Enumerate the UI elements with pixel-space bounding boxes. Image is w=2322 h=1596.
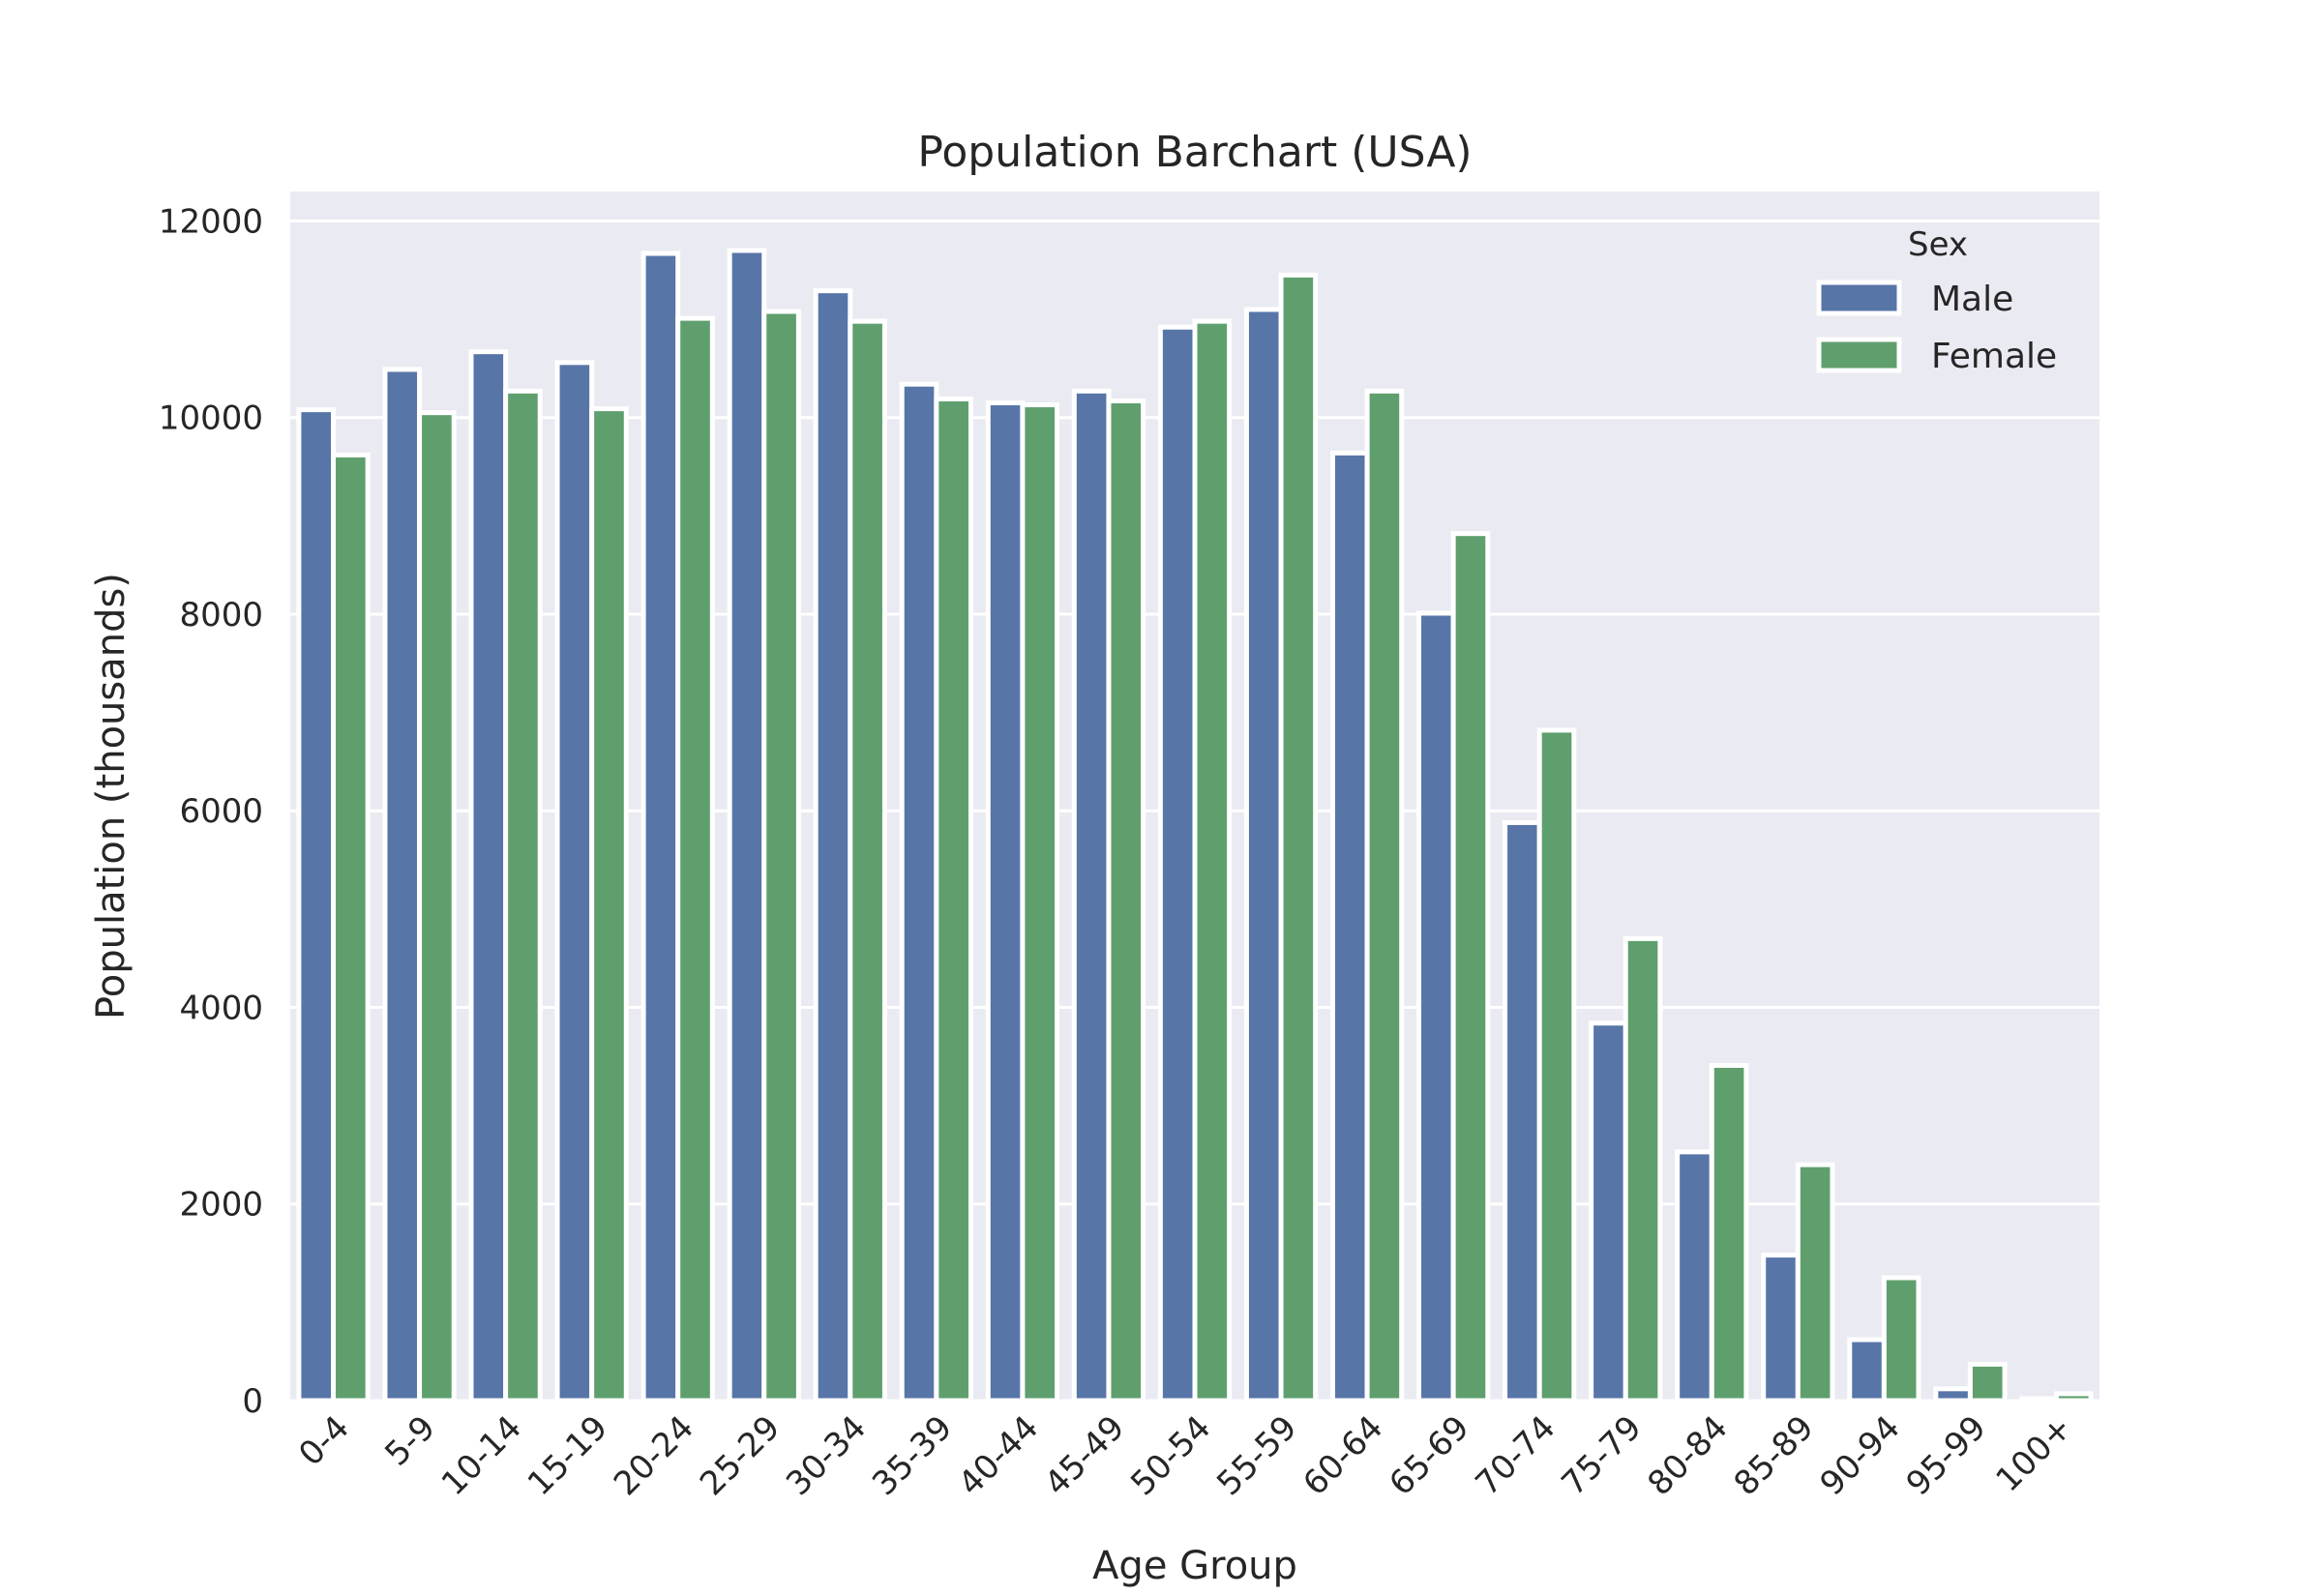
legend-label-female: Female bbox=[1931, 337, 2057, 376]
x-tick-label: 60-64 bbox=[1295, 1408, 1390, 1503]
x-tick-label: 10-14 bbox=[434, 1408, 529, 1503]
bar-female-40-44 bbox=[1020, 402, 1060, 1404]
x-tick-label: 70-74 bbox=[1468, 1408, 1563, 1503]
y-tick-label: 8000 bbox=[179, 596, 263, 635]
legend-swatch-female bbox=[1816, 337, 1902, 373]
bar-female-80-84 bbox=[1709, 1062, 1749, 1404]
bar-female-45-49 bbox=[1106, 398, 1146, 1404]
y-tick-labels: 0 2000 4000 6000 8000 10000 12000 bbox=[159, 202, 263, 1421]
x-tick-label: 50-54 bbox=[1123, 1408, 1218, 1503]
bar-male-45-49 bbox=[1071, 388, 1112, 1404]
bar-female-15-19 bbox=[589, 406, 629, 1404]
bar-male-40-44 bbox=[985, 399, 1026, 1404]
bar-male-95-99 bbox=[1933, 1386, 1973, 1404]
bar-female-55-59 bbox=[1278, 272, 1319, 1404]
bar-female-35-39 bbox=[934, 396, 973, 1404]
x-tick-label: 15-19 bbox=[521, 1408, 615, 1503]
y-tick-label: 10000 bbox=[159, 399, 263, 438]
y-tick-label: 0 bbox=[242, 1382, 263, 1421]
x-tick-label: 90-94 bbox=[1813, 1408, 1908, 1503]
bar-female-75-79 bbox=[1622, 935, 1663, 1404]
x-tick-label: 5-9 bbox=[377, 1408, 443, 1474]
bar-male-100+ bbox=[2019, 1396, 2059, 1404]
bar-male-60-64 bbox=[1329, 450, 1370, 1404]
bar-female-20-24 bbox=[675, 315, 715, 1404]
bar-female-5-9 bbox=[417, 410, 457, 1404]
x-tick-label: 55-59 bbox=[1209, 1408, 1304, 1503]
bar-female-100+ bbox=[2053, 1391, 2094, 1404]
x-tick-label: 30-34 bbox=[779, 1408, 874, 1503]
x-tick-label: 20-24 bbox=[607, 1408, 701, 1503]
bar-female-25-29 bbox=[761, 309, 801, 1404]
x-tick-label: 95-99 bbox=[1899, 1408, 1994, 1503]
bar-female-50-54 bbox=[1192, 318, 1233, 1404]
bar-male-0-4 bbox=[296, 407, 337, 1404]
legend-title: Sex bbox=[1908, 225, 1968, 264]
x-tick-label: 40-44 bbox=[951, 1408, 1046, 1503]
bar-female-10-14 bbox=[503, 388, 543, 1404]
chart-title: Population Barchart (USA) bbox=[917, 128, 1472, 177]
y-tick-label: 12000 bbox=[159, 202, 263, 241]
bar-male-35-39 bbox=[899, 381, 939, 1404]
bar-male-30-34 bbox=[813, 288, 853, 1404]
bar-female-85-89 bbox=[1795, 1162, 1835, 1404]
y-axis-label: Population (thousands) bbox=[89, 573, 134, 1020]
x-axis-label: Age Group bbox=[1092, 1544, 1297, 1588]
bar-female-70-74 bbox=[1536, 727, 1577, 1404]
x-tick-label: 75-79 bbox=[1554, 1408, 1649, 1503]
y-tick-label: 4000 bbox=[179, 989, 263, 1027]
bar-male-90-94 bbox=[1847, 1337, 1887, 1404]
bar-male-5-9 bbox=[382, 367, 423, 1404]
bar-male-10-14 bbox=[468, 349, 509, 1404]
bar-female-65-69 bbox=[1450, 531, 1491, 1404]
x-tick-label: 45-49 bbox=[1037, 1408, 1132, 1503]
bar-male-70-74 bbox=[1503, 819, 1542, 1404]
legend: Sex Male Female bbox=[1816, 225, 2057, 376]
x-tick-label: 25-29 bbox=[693, 1408, 788, 1503]
x-tick-label: 65-69 bbox=[1382, 1408, 1476, 1503]
bar-male-25-29 bbox=[727, 248, 767, 1404]
bar-male-75-79 bbox=[1589, 1020, 1628, 1404]
bar-female-60-64 bbox=[1364, 388, 1405, 1404]
bar-male-85-89 bbox=[1761, 1253, 1801, 1404]
y-tick-label: 6000 bbox=[179, 792, 263, 831]
x-tick-label: 80-84 bbox=[1641, 1408, 1736, 1503]
y-tick-label: 2000 bbox=[179, 1186, 263, 1225]
bar-female-0-4 bbox=[331, 452, 371, 1404]
bar-female-90-94 bbox=[1881, 1275, 1921, 1404]
bar-male-50-54 bbox=[1157, 324, 1198, 1404]
x-tick-label: 85-89 bbox=[1727, 1408, 1822, 1503]
x-tick-label: 100+ bbox=[1989, 1408, 2080, 1499]
bar-female-95-99 bbox=[1967, 1361, 2008, 1404]
bar-male-20-24 bbox=[640, 251, 681, 1404]
bar-male-55-59 bbox=[1243, 307, 1284, 1404]
legend-label-male: Male bbox=[1931, 280, 2013, 319]
bar-male-65-69 bbox=[1416, 610, 1456, 1404]
legend-swatch-male bbox=[1816, 280, 1902, 316]
bar-male-80-84 bbox=[1675, 1149, 1714, 1404]
x-tick-labels: 0-4 5-910-1415-1920-2425-2930-3435-3940-4… bbox=[291, 1408, 2080, 1503]
x-tick-label: 0-4 bbox=[291, 1408, 357, 1474]
bar-female-30-34 bbox=[848, 318, 887, 1404]
x-tick-label: 35-39 bbox=[865, 1408, 960, 1503]
bars bbox=[296, 248, 2094, 1404]
bar-male-15-19 bbox=[554, 360, 595, 1404]
